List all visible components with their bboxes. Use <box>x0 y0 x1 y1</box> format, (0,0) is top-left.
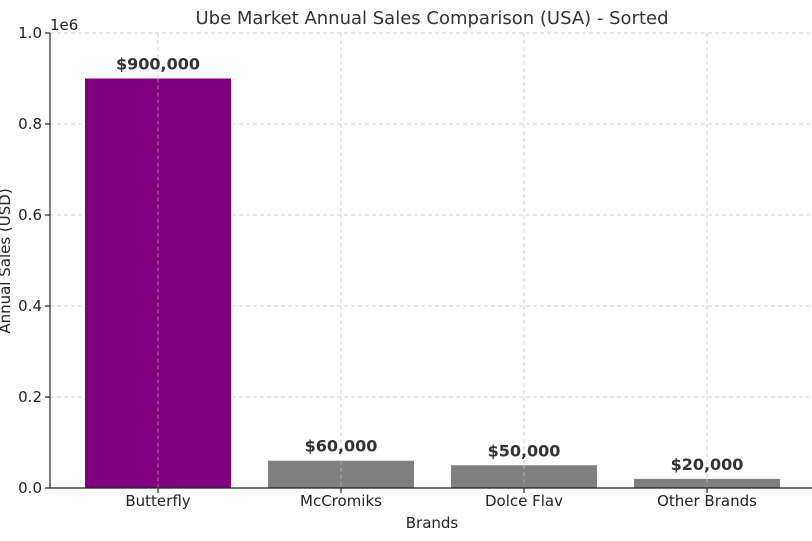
y-tick-label: 1.0 <box>18 24 42 42</box>
labels: 0.0 0.2 0.4 0.6 0.8 1.0 $900,000 Butterfly $60,0… <box>18 24 757 510</box>
bar-value-label: $50,000 <box>488 441 561 460</box>
y-tick-label: 0.8 <box>18 115 42 133</box>
x-tick-label: Butterfly <box>125 492 190 510</box>
bars <box>85 78 780 488</box>
x-tick-label: McCromiks <box>300 492 382 510</box>
y-scale-label: 1e6 <box>50 16 78 34</box>
bar-other-brands <box>634 478 780 488</box>
axes <box>45 32 812 493</box>
bar-value-label: $60,000 <box>305 437 378 456</box>
y-tick-label: 0.2 <box>18 388 42 406</box>
bar-dolce-flav <box>451 465 597 488</box>
y-tick-label: 0.0 <box>18 479 42 497</box>
y-tick-label: 0.4 <box>18 297 42 315</box>
y-tick-label: 0.6 <box>18 206 42 224</box>
x-axis-label: Brands <box>406 514 459 532</box>
chart-title: Ube Market Annual Sales Comparison (USA)… <box>195 8 668 29</box>
bar-value-label: $20,000 <box>671 455 744 474</box>
x-tick-label: Dolce Flav <box>485 492 563 510</box>
bar-value-label: $900,000 <box>116 55 200 74</box>
x-tick-label: Other Brands <box>657 492 757 510</box>
y-axis-label: Annual Sales (USD) <box>0 188 14 333</box>
